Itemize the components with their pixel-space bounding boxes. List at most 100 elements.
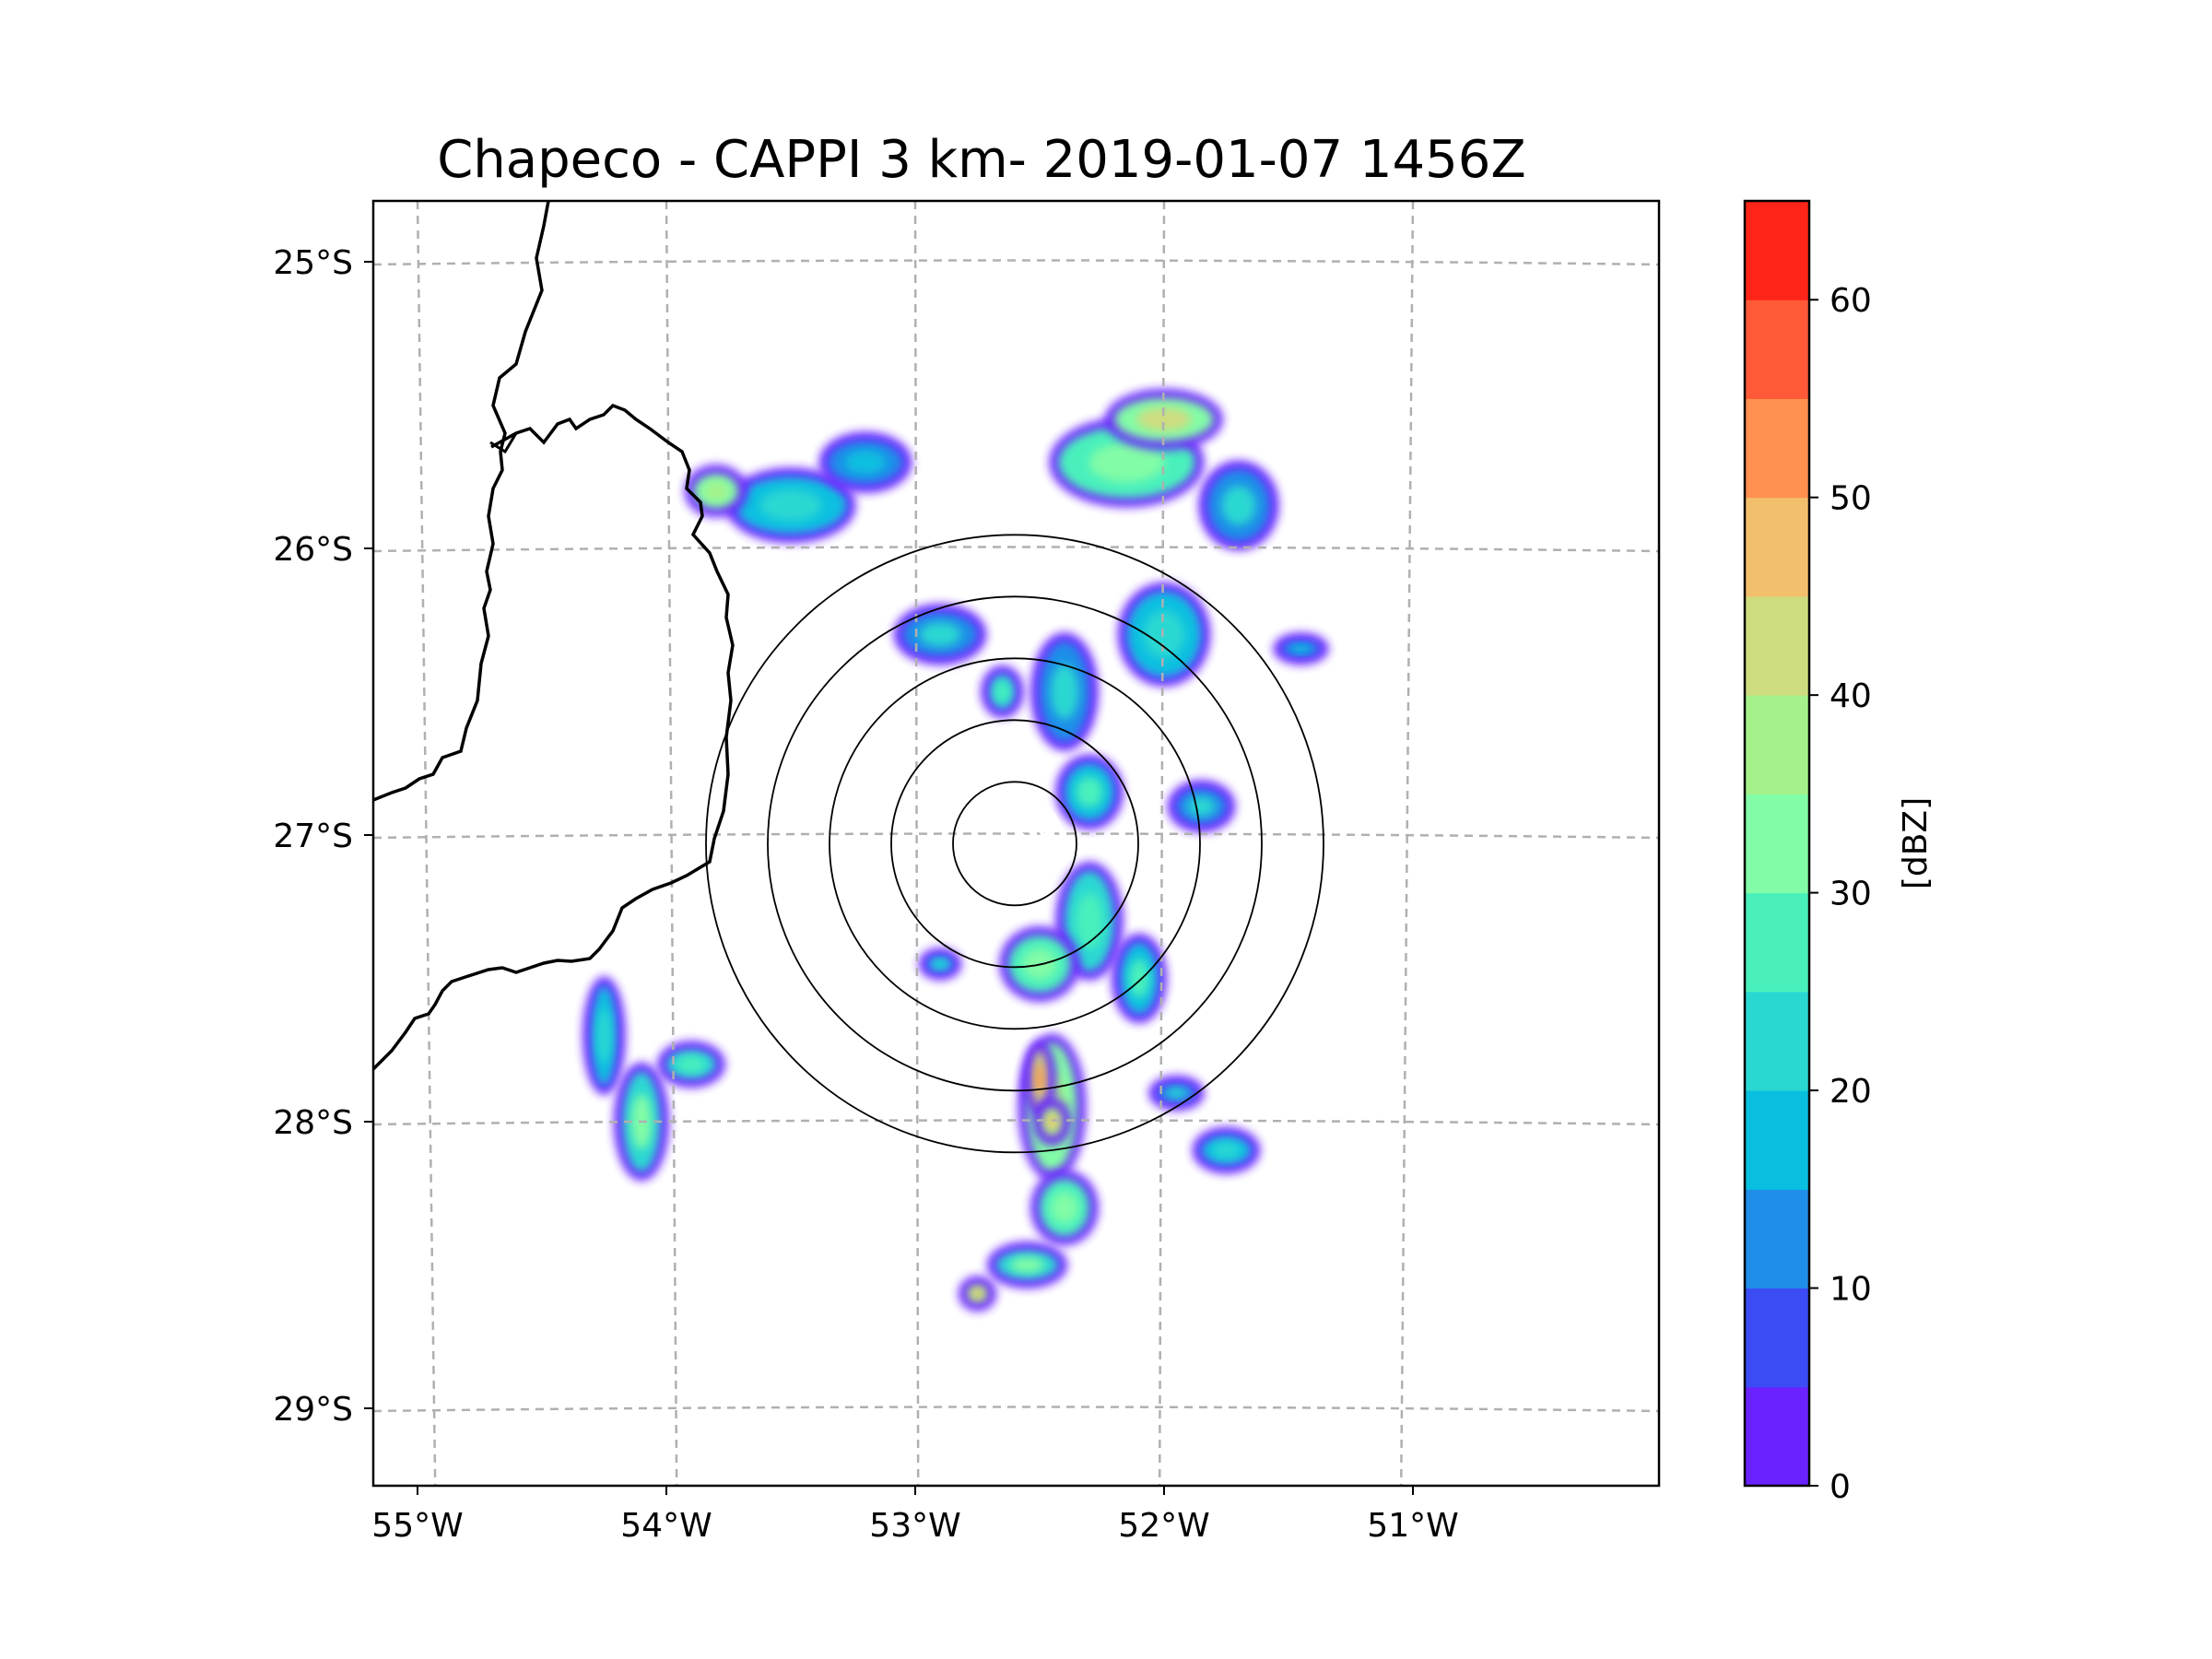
range-rings xyxy=(705,534,1324,1154)
colorbar-bin xyxy=(1745,695,1809,794)
lon-gridline xyxy=(416,201,437,1486)
colorbar-bin xyxy=(1745,892,1809,993)
colorbar-tick-label: 20 xyxy=(1830,1073,1872,1111)
chart-title: Chapeco - CAPPI 3 km- 2019-01-07 1456Z xyxy=(437,130,1526,190)
colorbar-tick-label: 30 xyxy=(1830,876,1872,913)
lat-gridline xyxy=(373,1406,1659,1413)
colorbar-bin xyxy=(1745,1288,1809,1388)
colorbar-bin xyxy=(1745,497,1809,597)
lon-gridline xyxy=(1158,201,1166,1486)
colorbar-bin xyxy=(1745,300,1809,399)
echo-core xyxy=(1088,442,1165,483)
range-ring xyxy=(890,719,1139,969)
echo-cell xyxy=(1055,861,1124,981)
echo-cell xyxy=(1148,1075,1205,1112)
colorbar-frame xyxy=(1743,199,1811,1488)
reflectivity-echoes xyxy=(582,388,1329,1312)
echo-core xyxy=(919,622,961,647)
lat-gridline xyxy=(373,259,1659,266)
lon-gridline xyxy=(665,201,678,1486)
echo-core xyxy=(1136,407,1192,431)
echo-core xyxy=(995,682,1009,701)
lat-tick-label: 28°S xyxy=(273,1104,353,1142)
lat-gridline xyxy=(373,832,1659,840)
colorbar-bin xyxy=(1745,201,1809,300)
lon-tick-label: 54°W xyxy=(620,1507,712,1545)
echo-core xyxy=(1009,1256,1045,1274)
colorbar: 0 10 20 30 40 50 60 [dBZ] xyxy=(1743,199,1935,1506)
site-clutter-arc xyxy=(1001,830,1029,857)
site-clutter-arc xyxy=(992,820,1038,866)
echo-cell xyxy=(893,603,987,665)
colorbar-tick-label: 50 xyxy=(1830,480,1872,518)
echo-core xyxy=(844,450,887,475)
echo-core xyxy=(1051,1192,1078,1224)
echo-cell xyxy=(582,976,626,1096)
colorbar-bin xyxy=(1745,398,1809,499)
echo-cell xyxy=(1022,1041,1057,1117)
echo-core xyxy=(933,959,947,969)
colorbar-bin xyxy=(1745,1386,1809,1487)
echo-cell xyxy=(1167,780,1236,833)
echo-core xyxy=(1046,1113,1058,1130)
echo-cell xyxy=(1030,1170,1099,1246)
echo-cell xyxy=(1111,933,1168,1024)
lon-tick-label: 53°W xyxy=(869,1507,960,1545)
lon-gridline xyxy=(913,201,920,1486)
echo-cell xyxy=(1105,388,1223,451)
echo-core xyxy=(1076,893,1103,949)
colorbar-tick-label: 10 xyxy=(1830,1271,1872,1309)
echo-core xyxy=(597,1007,611,1064)
colorbar-bin xyxy=(1745,595,1809,696)
echo-cell xyxy=(958,1276,997,1312)
echo-core xyxy=(1187,796,1216,817)
range-ring xyxy=(829,657,1201,1030)
colorbar-label: [dBZ] xyxy=(1897,797,1935,889)
echo-cell xyxy=(1192,1126,1261,1174)
site-clutter-arc xyxy=(973,802,1056,885)
political-borders xyxy=(373,201,735,1071)
echo-cell xyxy=(986,1241,1068,1289)
lat-tick-label: 27°S xyxy=(273,818,353,855)
echo-core xyxy=(677,1056,705,1073)
echo-cell xyxy=(981,665,1024,719)
echo-cell xyxy=(918,947,962,981)
site-clutter-arc xyxy=(964,793,1065,894)
colorbar-bin xyxy=(1745,794,1809,894)
echo-cell xyxy=(684,465,748,518)
echo-cell xyxy=(1030,632,1099,751)
echo-cell xyxy=(725,467,856,544)
echo-cell xyxy=(1032,1098,1072,1146)
echo-core xyxy=(971,1288,983,1299)
lon-gridline xyxy=(1399,201,1415,1486)
echo-core xyxy=(703,481,729,501)
echo-cell xyxy=(1198,460,1279,551)
site-clutter-arc xyxy=(982,811,1047,876)
echo-core xyxy=(1051,664,1078,720)
colorbar-bin xyxy=(1745,1189,1809,1289)
range-ring xyxy=(952,781,1077,907)
lat-tick-label: 25°S xyxy=(273,244,353,282)
echo-core xyxy=(1166,1088,1187,1099)
colorbar-bin xyxy=(1745,991,1809,1091)
echo-core xyxy=(1076,776,1103,808)
echo-cell xyxy=(1117,582,1211,687)
map-plot-area xyxy=(373,201,1659,1486)
country-border-west xyxy=(373,201,550,802)
echo-core xyxy=(1143,610,1185,658)
echo-core xyxy=(1128,959,1150,998)
border-misiones-east xyxy=(373,403,735,1071)
lon-tick-label: 51°W xyxy=(1367,1507,1458,1545)
radar-site-marker xyxy=(964,793,1065,894)
echo-cell xyxy=(1055,754,1124,830)
lat-tick-label: 29°S xyxy=(273,1391,353,1429)
echo-cell xyxy=(818,431,912,494)
colorbar-tick-label: 40 xyxy=(1830,677,1872,715)
map-frame xyxy=(371,199,1661,1488)
colorbar-tick-label: 60 xyxy=(1830,282,1872,320)
lat-gridline xyxy=(373,1119,1659,1126)
latitude-axis: 25°S 26°S 27°S 28°S 29°S xyxy=(273,244,373,1429)
echo-core xyxy=(1290,644,1312,653)
colorbar-bin xyxy=(1745,1090,1809,1190)
